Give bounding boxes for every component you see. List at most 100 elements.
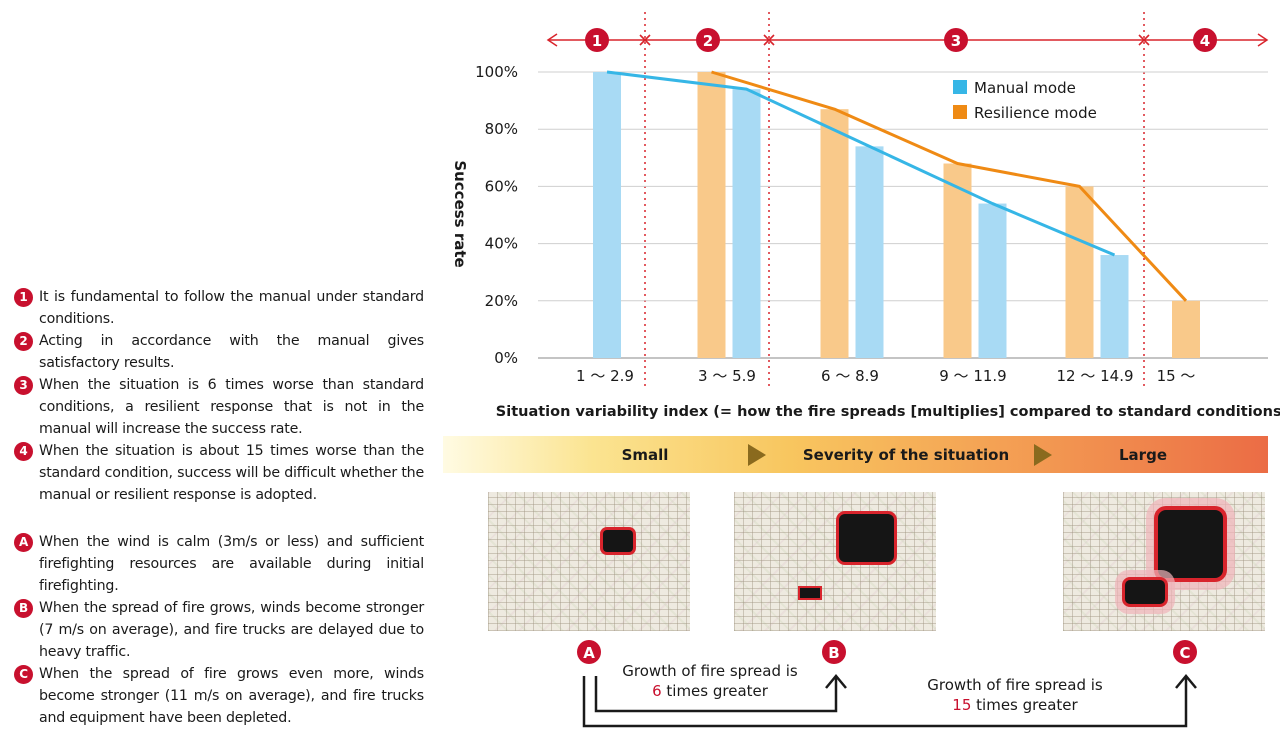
map-badge-label: C — [1179, 644, 1190, 662]
legend-swatch — [953, 105, 967, 119]
manual-bar — [732, 89, 761, 358]
resilience-bar — [697, 72, 726, 358]
numbered-notes: 1 It is fundamental to follow the manual … — [14, 286, 424, 506]
map-badge-label: B — [828, 644, 839, 662]
map-badge-label: A — [583, 644, 595, 662]
x-tick-label: 6 〜 8.9 — [821, 367, 879, 385]
zone-layer: 1 2 3 4 — [546, 12, 1269, 386]
manual-bar — [978, 203, 1007, 358]
numbered-note: 3 When the situation is 6 times worse tha… — [14, 374, 424, 440]
zone-label: 3 — [951, 32, 961, 50]
lettered-note: A When the wind is calm (3m/s or less) an… — [14, 531, 424, 597]
zone-badge-icon — [696, 28, 720, 52]
legend: Manual mode Resilience mode — [953, 79, 1097, 122]
growth-ab-line1: Growth of fire spread is — [622, 662, 798, 680]
resilience-mode-line — [711, 70, 1188, 302]
y-tick-label: 0% — [494, 349, 518, 367]
growth-ab-line2: times greater — [666, 682, 768, 700]
legend-swatch — [953, 80, 967, 94]
y-axis-label: Success rate — [451, 160, 469, 267]
lettered-note-text: When the wind is calm (3m/s or less) and… — [39, 534, 424, 594]
line-layer — [606, 70, 1188, 302]
growth-ac-line1: Growth of fire spread is — [927, 676, 1103, 694]
zone-badge-icon — [1193, 28, 1217, 52]
map-badge-icon — [822, 640, 846, 664]
zone-label: 4 — [1200, 32, 1210, 50]
x-tick-label: 3 〜 5.9 — [698, 367, 756, 385]
lettered-note: B When the spread of fire grows, winds be… — [14, 597, 424, 663]
arrow-up-icon — [825, 674, 847, 689]
numbered-note-text: It is fundamental to follow the manual u… — [39, 289, 424, 327]
arrow-up-icon — [1175, 674, 1197, 689]
numbered-note: 2 Acting in accordance with the manual gi… — [14, 330, 424, 374]
growth-ac-text: Growth of fire spread is 15 times greate… — [905, 675, 1125, 715]
fire-spread-area — [1125, 580, 1165, 604]
resilience-bar — [943, 163, 972, 358]
legend-label: Manual mode — [974, 79, 1076, 97]
numbered-badge-icon: 4 — [14, 442, 33, 461]
numbered-note: 1 It is fundamental to follow the manual … — [14, 286, 424, 330]
y-tick-label: 80% — [485, 120, 518, 138]
resilience-bar — [1172, 300, 1200, 358]
y-tick-label: 100% — [475, 63, 518, 81]
severity-band — [443, 436, 1268, 473]
zone-cross-icon — [639, 34, 651, 46]
chevron-right-icon — [748, 444, 766, 466]
y-tick-label: 60% — [485, 177, 518, 195]
lettered-badge-icon: A — [14, 533, 33, 552]
zone-badge-icon — [944, 28, 968, 52]
resilience-bar — [820, 109, 849, 359]
map-badge-icon — [577, 640, 601, 664]
fire-map-a — [488, 492, 690, 631]
lettered-notes: A When the wind is calm (3m/s or less) an… — [14, 531, 424, 729]
manual-mode-line — [606, 70, 1116, 257]
lettered-note: C When the spread of fire grows even more… — [14, 663, 424, 729]
x-tick-label: 9 〜 11.9 — [939, 367, 1006, 385]
fire-spread-area — [603, 530, 633, 552]
chevron-right-icon — [1034, 444, 1052, 466]
x-tick-label: 15 〜 — [1157, 367, 1196, 385]
legend-label: Resilience mode — [974, 104, 1097, 122]
zone-cross-icon — [1138, 34, 1150, 46]
x-tick-label: 12 〜 14.9 — [1056, 367, 1133, 385]
lettered-note-text: When the spread of fire grows, winds bec… — [39, 600, 424, 660]
numbered-note-text: When the situation is about 15 times wor… — [39, 443, 424, 503]
fire-map-b — [734, 492, 936, 631]
growth-ac-factor: 15 — [952, 696, 972, 714]
zone-label: 1 — [592, 32, 602, 50]
numbered-badge-icon: 2 — [14, 332, 33, 351]
zone-label: 2 — [703, 32, 713, 50]
resilience-bar — [1065, 186, 1094, 358]
growth-ac-line2-row: 15 times greater — [905, 695, 1125, 715]
fire-spread-area — [800, 588, 820, 598]
map-badge-icon — [1173, 640, 1197, 664]
arrow-a-to-c — [582, 676, 1188, 728]
severity-middle-label: Severity of the situation — [802, 446, 1010, 464]
severity-large-label: Large — [1119, 446, 1167, 464]
fire-spread-area — [1158, 510, 1223, 578]
growth-ac-line2: times greater — [976, 696, 1078, 714]
lettered-note-text: When the spread of fire grows even more,… — [39, 666, 424, 726]
severity-small-label: Small — [621, 446, 669, 464]
x-tick-label: 1 〜 2.9 — [576, 367, 634, 385]
manual-bar — [855, 146, 884, 358]
manual-bar — [593, 72, 621, 358]
arrow-right-icon — [1257, 33, 1269, 47]
y-tick-label: 40% — [485, 235, 518, 253]
numbered-note-text: Acting in accordance with the manual giv… — [39, 333, 424, 371]
numbered-badge-icon: 3 — [14, 376, 33, 395]
lettered-badge-icon: C — [14, 665, 33, 684]
zone-cross-icon — [763, 34, 775, 46]
arrow-a-to-b — [594, 676, 838, 713]
numbered-badge-icon: 1 — [14, 288, 33, 307]
arrow-left-icon — [546, 33, 558, 47]
y-tick-label: 20% — [485, 292, 518, 310]
zone-badge-icon — [585, 28, 609, 52]
axis-layer: 0% 20% 40% 60% 80% 100% 1 〜 2.9 3 〜 5.9 6 〜 8.9 9… — [475, 63, 1268, 385]
growth-ab-line2-row: 6 times greater — [600, 681, 820, 701]
bar-layer — [593, 72, 1200, 359]
numbered-note-text: When the situation is 6 times worse than… — [39, 377, 424, 437]
lettered-badge-icon: B — [14, 599, 33, 618]
